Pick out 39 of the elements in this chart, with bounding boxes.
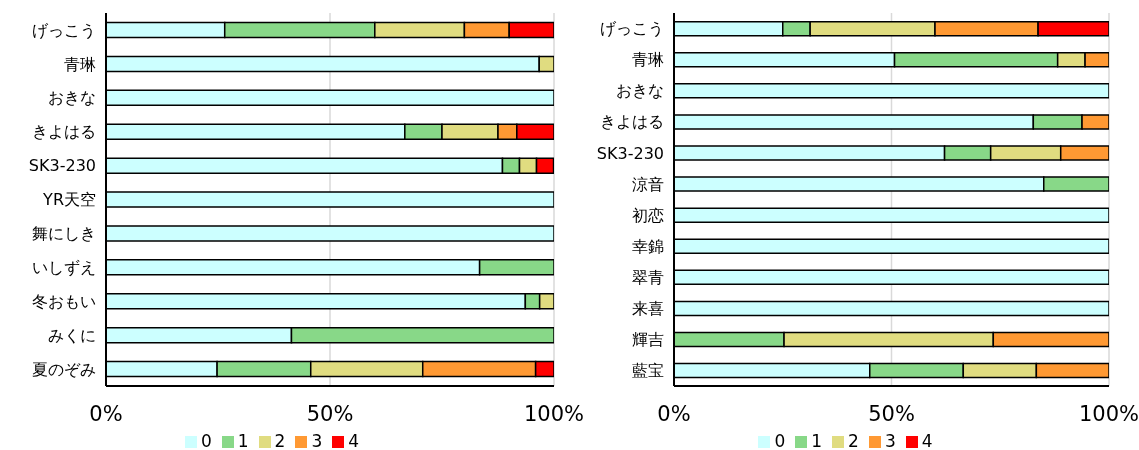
x-tick-label: 50%: [306, 401, 354, 426]
legend-label: 4: [348, 431, 360, 450]
y-tick-label: 冬おもい: [32, 291, 96, 311]
legend-label: 3: [311, 431, 323, 450]
y-tick-label: 来喜: [632, 298, 664, 318]
legend-label: 0: [774, 431, 786, 450]
y-tick-label: 舞にしき: [32, 224, 96, 244]
y-tick-label: おきな: [616, 81, 664, 101]
y-tick-label: 輝吉: [632, 330, 664, 350]
y-tick-label: YR天空: [42, 190, 96, 210]
y-tick-label: きよはる: [600, 112, 664, 132]
y-tick-label: SK3-230: [28, 156, 96, 176]
legend-label: 4: [921, 431, 933, 450]
x-tick-label: 100%: [1078, 401, 1139, 426]
y-tick-label: いしずえ: [32, 258, 96, 277]
y-tick-label: げっこう: [600, 19, 664, 39]
y-tick-label: SK3-230: [596, 143, 664, 163]
y-tick-label: 翠青: [632, 267, 664, 287]
legend-label: 3: [884, 431, 896, 450]
x-tick-label: 100%: [523, 401, 585, 426]
legend-label: 1: [811, 431, 823, 450]
y-tick-label: 青琳: [632, 50, 664, 70]
legend-label: 0: [200, 431, 212, 450]
y-tick-label: 青琳: [64, 54, 96, 74]
x-tick-label: 0%: [657, 401, 691, 426]
y-tick-label: みくに: [48, 325, 96, 345]
legend-label: 2: [274, 431, 286, 450]
y-tick-label: げっこう: [32, 20, 96, 40]
x-tick-label: 50%: [868, 401, 915, 426]
y-tick-label: おきな: [48, 88, 96, 108]
y-tick-label: 幸錦: [632, 236, 664, 256]
legend-label: 2: [848, 431, 859, 450]
y-tick-label: 初恋: [632, 205, 664, 225]
y-tick-label: 夏のぞみ: [32, 359, 96, 379]
y-tick-label: 涼音: [632, 174, 664, 194]
legend-label: 1: [237, 431, 249, 450]
y-tick-label: きよはる: [32, 122, 96, 142]
x-tick-label: 0%: [89, 401, 123, 426]
y-tick-label: 藍宝: [632, 361, 664, 381]
